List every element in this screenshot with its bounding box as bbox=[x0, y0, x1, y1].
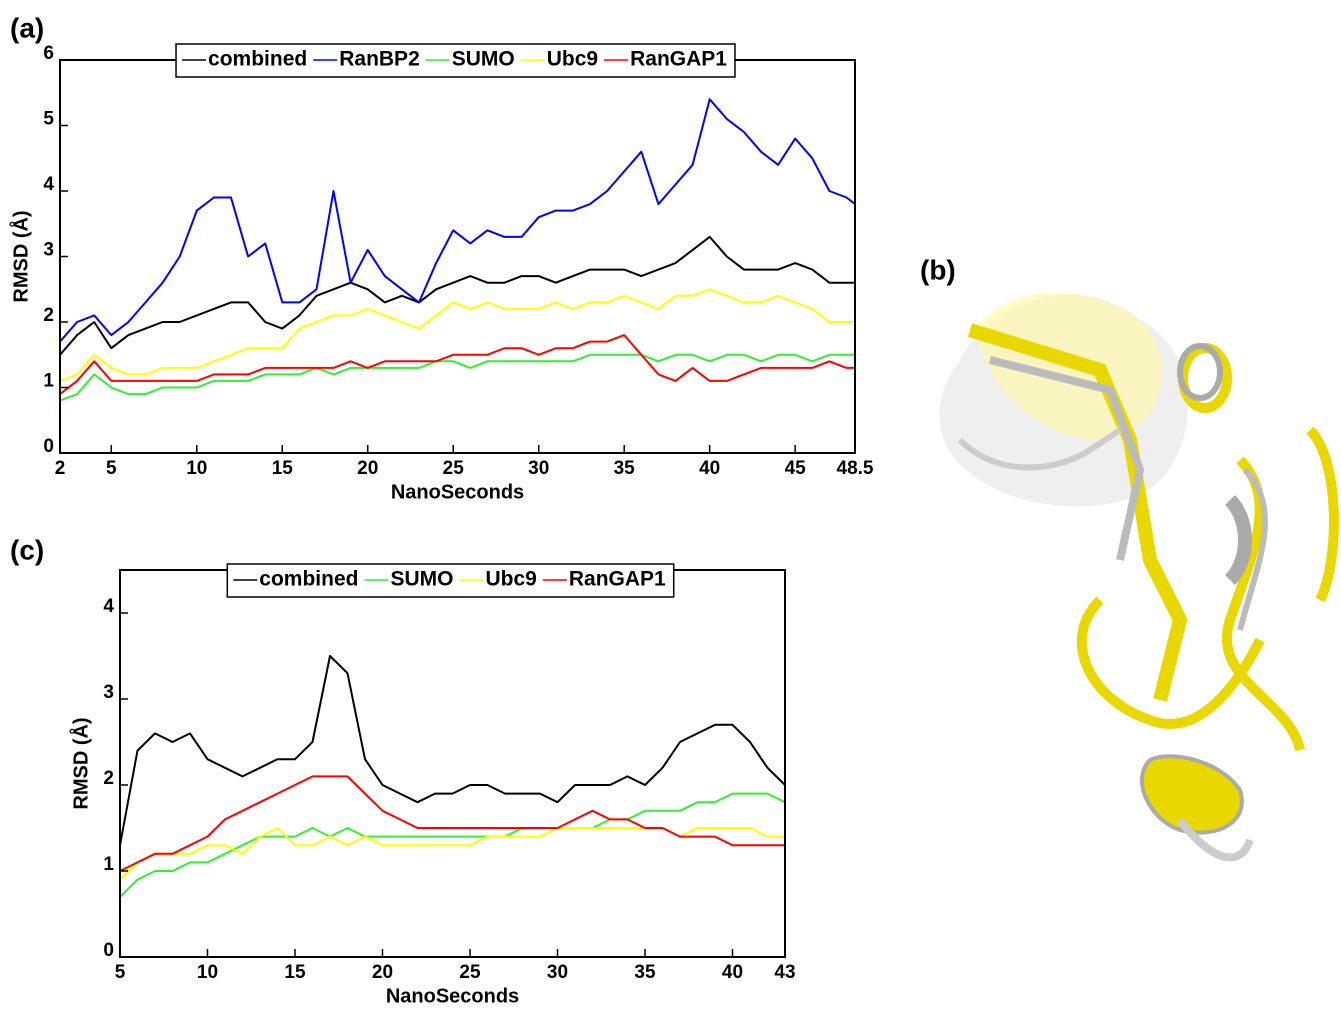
y-tick-label: 1 bbox=[43, 371, 54, 392]
y-axis-label: RMSD (Å) bbox=[68, 717, 92, 809]
plot-frame bbox=[119, 569, 786, 958]
x-tick-label: 10 bbox=[186, 458, 207, 479]
x-tick-label: 45 bbox=[785, 458, 807, 479]
legend-box bbox=[226, 563, 675, 598]
y-tick-label: 2 bbox=[103, 768, 114, 789]
legend-label: SUMO bbox=[390, 568, 453, 591]
panel-label: (a) bbox=[10, 12, 44, 43]
panel-label: (c) bbox=[10, 534, 44, 565]
x-tick-label: 30 bbox=[528, 458, 549, 479]
protein-structure bbox=[939, 292, 1339, 862]
data-line bbox=[59, 288, 855, 382]
y-axis-label: RMSD (Å) bbox=[8, 210, 32, 302]
legend-label: RanGAP1 bbox=[630, 48, 727, 71]
x-tick-label: 25 bbox=[443, 458, 465, 479]
x-tick-label: 5 bbox=[106, 458, 117, 479]
data-line bbox=[59, 235, 855, 356]
data-line bbox=[59, 334, 855, 395]
legend: combined RanBP2 SUMO Ubc9 RanGAP1 bbox=[175, 43, 736, 78]
x-tick-label: 20 bbox=[357, 458, 378, 479]
legend-label: RanGAP1 bbox=[569, 568, 666, 591]
x-tick-label: 25 bbox=[459, 962, 481, 983]
x-axis-label: NanoSeconds bbox=[391, 481, 524, 503]
panel-label: (b) bbox=[920, 254, 956, 285]
legend-box bbox=[175, 43, 736, 78]
y-tick-label: 4 bbox=[103, 596, 114, 617]
x-tick-label: 35 bbox=[634, 962, 656, 983]
y-tick-label: 0 bbox=[43, 436, 54, 457]
legend-label: Ubc9 bbox=[485, 568, 536, 591]
x-tick-label: 40 bbox=[699, 458, 720, 479]
legend-label: combined bbox=[208, 48, 307, 71]
y-tick-label: 3 bbox=[43, 240, 54, 261]
y-tick-label: 2 bbox=[43, 305, 54, 326]
x-tick-label: 35 bbox=[614, 458, 636, 479]
x-tick-label: 43 bbox=[774, 962, 795, 983]
x-tick-label: 15 bbox=[272, 458, 294, 479]
legend: combined SUMO Ubc9 RanGAP1 bbox=[226, 563, 675, 598]
legend-label: Ubc9 bbox=[547, 48, 598, 71]
x-tick-label: 2 bbox=[55, 458, 66, 479]
y-tick-label: 5 bbox=[43, 109, 54, 130]
data-line bbox=[119, 775, 785, 872]
y-tick-label: 6 bbox=[43, 43, 54, 64]
data-line bbox=[59, 353, 855, 402]
x-tick-label: 40 bbox=[722, 962, 743, 983]
y-tick-label: 4 bbox=[43, 174, 54, 195]
y-tick-label: 3 bbox=[103, 682, 114, 703]
y-tick-label: 0 bbox=[103, 940, 114, 961]
legend-label: RanBP2 bbox=[339, 48, 420, 71]
x-tick-label: 48.5 bbox=[837, 458, 874, 479]
data-line bbox=[119, 792, 786, 898]
legend-label: SUMO bbox=[452, 48, 515, 71]
x-axis-label: NanoSeconds bbox=[386, 985, 519, 1007]
x-tick-label: 10 bbox=[197, 962, 218, 983]
legend-label: combined bbox=[259, 568, 358, 591]
data-line bbox=[59, 98, 856, 343]
x-tick-label: 30 bbox=[547, 962, 568, 983]
x-tick-label: 15 bbox=[284, 962, 306, 983]
y-tick-label: 1 bbox=[103, 854, 114, 875]
x-tick-label: 20 bbox=[372, 962, 393, 983]
x-tick-label: 5 bbox=[115, 962, 126, 983]
data-line bbox=[119, 655, 786, 846]
